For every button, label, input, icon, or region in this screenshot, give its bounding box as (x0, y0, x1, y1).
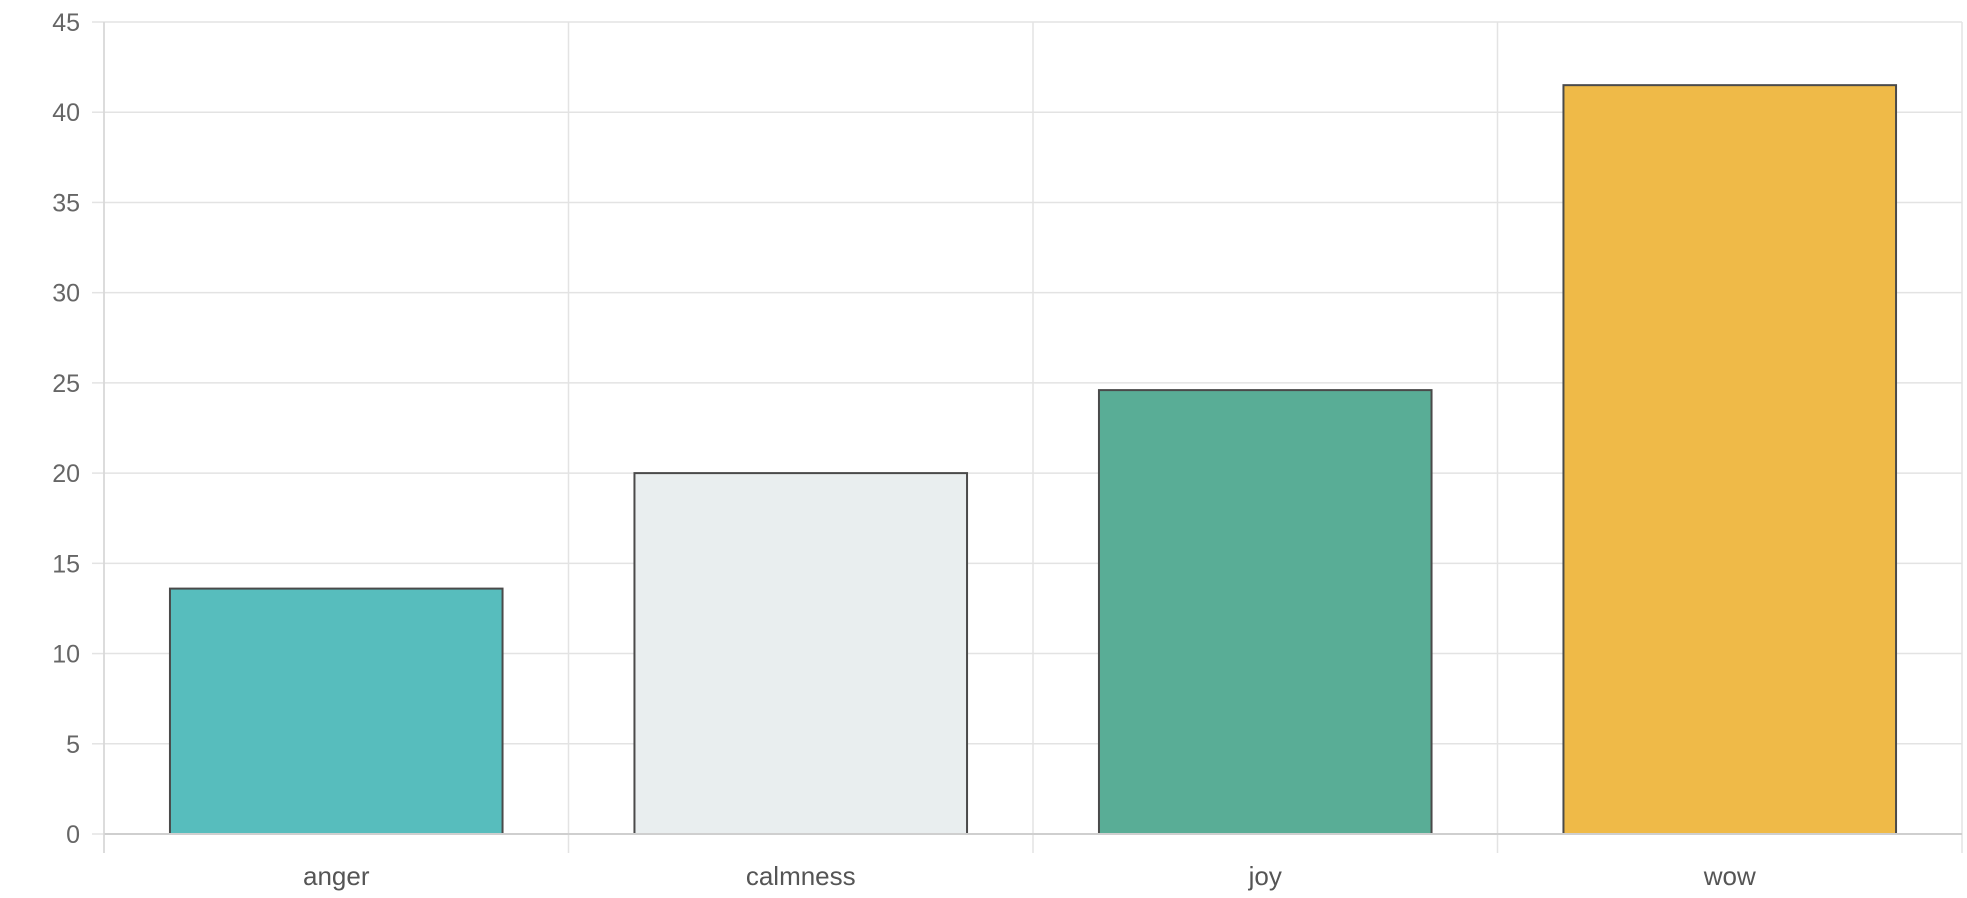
x-tick-label: calmness (746, 861, 856, 891)
bar-anger[interactable] (168, 587, 504, 836)
y-tick-label: 45 (52, 9, 80, 37)
bars (168, 84, 1898, 836)
y-tick-label: 35 (52, 189, 80, 217)
y-tick-label: 15 (52, 550, 80, 578)
axes (92, 21, 1962, 853)
y-tick-label: 10 (52, 641, 80, 669)
bar-calmness[interactable] (633, 472, 969, 835)
bar-joy[interactable] (1097, 389, 1433, 835)
y-tick-labels: 0 5 10 15 20 25 30 35 40 45 (52, 9, 80, 849)
x-tick-labels: anger calmness joy wow (303, 861, 1756, 891)
y-tick-label: 0 (66, 821, 80, 849)
y-tick-label: 40 (52, 99, 80, 127)
y-tick-label: 25 (52, 370, 80, 398)
y-tick-label: 20 (52, 460, 80, 488)
x-tick-label: anger (303, 861, 370, 891)
bar-wow[interactable] (1562, 84, 1898, 835)
x-tick-label: joy (1248, 861, 1282, 891)
y-tick-label: 5 (66, 731, 80, 759)
grid (103, 21, 1963, 853)
x-tick-label: wow (1703, 861, 1756, 891)
y-tick-label: 30 (52, 280, 80, 308)
